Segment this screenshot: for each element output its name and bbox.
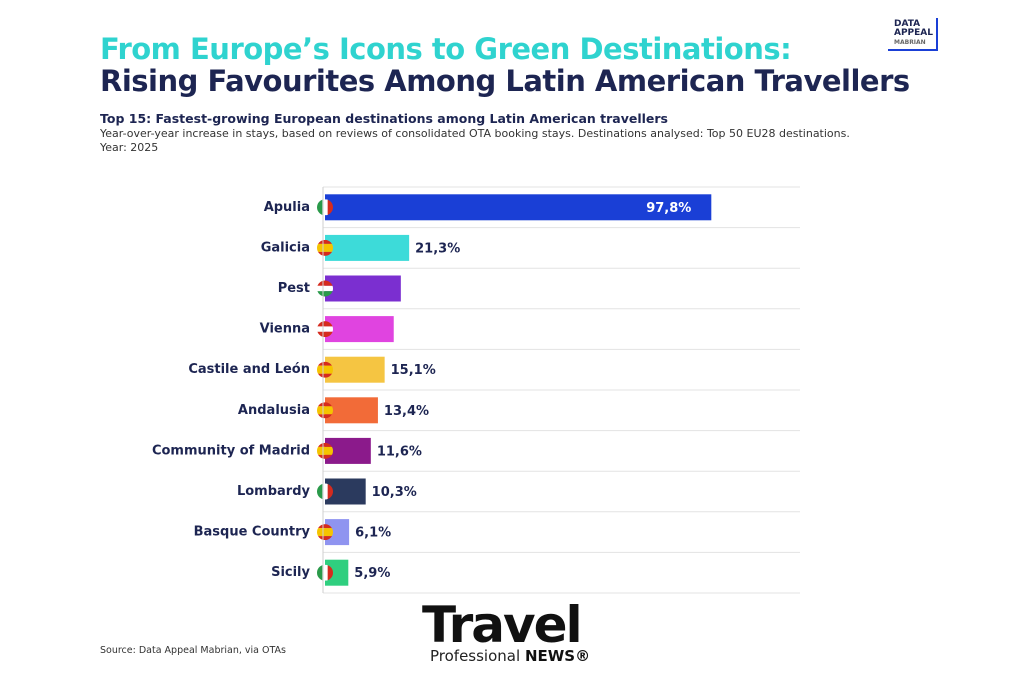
bar	[325, 275, 401, 302]
bar	[325, 559, 349, 586]
flag-stripe	[317, 280, 333, 286]
flag-stripe	[317, 483, 323, 500]
flag-stripe	[322, 564, 328, 581]
flag-icon	[317, 361, 333, 378]
flag-stripe	[317, 402, 333, 407]
flag-stripe	[327, 564, 333, 581]
flag-stripe	[317, 373, 333, 378]
watermark-text: NEWS®	[524, 647, 591, 665]
value-label: 19,2%	[407, 282, 452, 297]
flag-icon	[317, 280, 333, 297]
bar	[325, 234, 410, 261]
flag-stripe	[317, 321, 333, 327]
flag-icon	[317, 524, 333, 541]
flag-stripe	[327, 483, 333, 500]
flag-stripe	[317, 291, 333, 297]
value-label: 21,3%	[415, 241, 460, 256]
flag-stripe	[317, 361, 333, 366]
title-line-2: Rising Favourites Among Latin American T…	[100, 64, 910, 98]
year-note: Year: 2025	[100, 141, 159, 154]
logo-text: APPEAL	[894, 28, 934, 38]
category-label: Lombardy	[237, 484, 311, 499]
brand-logo: DATA APPEAL MABRIAN	[888, 18, 939, 51]
bar	[325, 316, 394, 343]
category-label: Pest	[278, 281, 310, 296]
value-label: 97,8%	[646, 201, 691, 216]
flag-stripe	[317, 285, 333, 292]
flag-icon	[317, 402, 333, 419]
logo-text: DATA	[894, 19, 921, 29]
flag-stripe	[317, 564, 323, 581]
category-label: Galicia	[261, 240, 310, 255]
watermark-text: Professional	[430, 647, 521, 665]
bar	[325, 194, 712, 221]
flag-icon	[317, 321, 333, 338]
bar	[325, 397, 378, 424]
flag-stripe	[317, 524, 333, 529]
value-label: 11,6%	[377, 444, 422, 459]
flag-stripe	[317, 414, 333, 419]
category-label: Basque Country	[194, 525, 311, 540]
title-line-1: From Europe’s Icons to Green Destination…	[100, 32, 792, 66]
flag-stripe	[317, 365, 333, 374]
value-label: 6,1%	[355, 526, 391, 541]
value-label: 10,3%	[372, 485, 417, 500]
source: Source: Data Appeal Mabrian, via OTAs	[100, 645, 287, 656]
watermark-title: Travel	[422, 596, 583, 654]
flag-stripe	[322, 483, 328, 500]
description-line: Year-over-year increase in stays, based …	[100, 127, 850, 140]
value-label: 17,4%	[400, 323, 445, 338]
flag-icon	[317, 442, 333, 459]
flag-stripe	[322, 199, 328, 216]
flag-icon	[317, 199, 333, 216]
flag-icon	[317, 483, 333, 500]
watermark-subtitle: Professional NEWS®	[430, 647, 590, 665]
flag-icon	[317, 239, 333, 256]
value-label: 5,9%	[354, 566, 390, 581]
subtitle: Top 15: Fastest-growing European destina…	[100, 111, 668, 126]
flag-stripe	[317, 442, 333, 447]
category-label: Apulia	[264, 200, 310, 215]
category-label: Vienna	[260, 322, 310, 337]
flag-stripe	[317, 406, 333, 415]
logo-text: MABRIAN	[894, 39, 926, 46]
value-label: 15,1%	[391, 363, 436, 378]
flag-stripe	[317, 536, 333, 541]
category-label: Castile and León	[188, 362, 310, 377]
description: Year-over-year increase in stays, based …	[100, 127, 900, 155]
value-label: 13,4%	[384, 404, 429, 419]
flag-stripe	[317, 251, 333, 256]
flag-stripe	[317, 446, 333, 455]
flag-icon	[317, 564, 333, 581]
category-label: Andalusia	[238, 403, 310, 418]
flag-stripe	[317, 528, 333, 537]
flag-stripe	[317, 199, 323, 216]
flag-stripe	[317, 239, 333, 244]
flag-stripe	[317, 454, 333, 459]
flag-stripe	[327, 199, 333, 216]
bar	[325, 356, 385, 383]
flag-stripe	[317, 326, 333, 332]
flag-stripe	[317, 243, 333, 252]
category-label: Community of Madrid	[152, 443, 310, 458]
flag-stripe	[317, 331, 333, 338]
category-label: Sicily	[271, 565, 310, 580]
